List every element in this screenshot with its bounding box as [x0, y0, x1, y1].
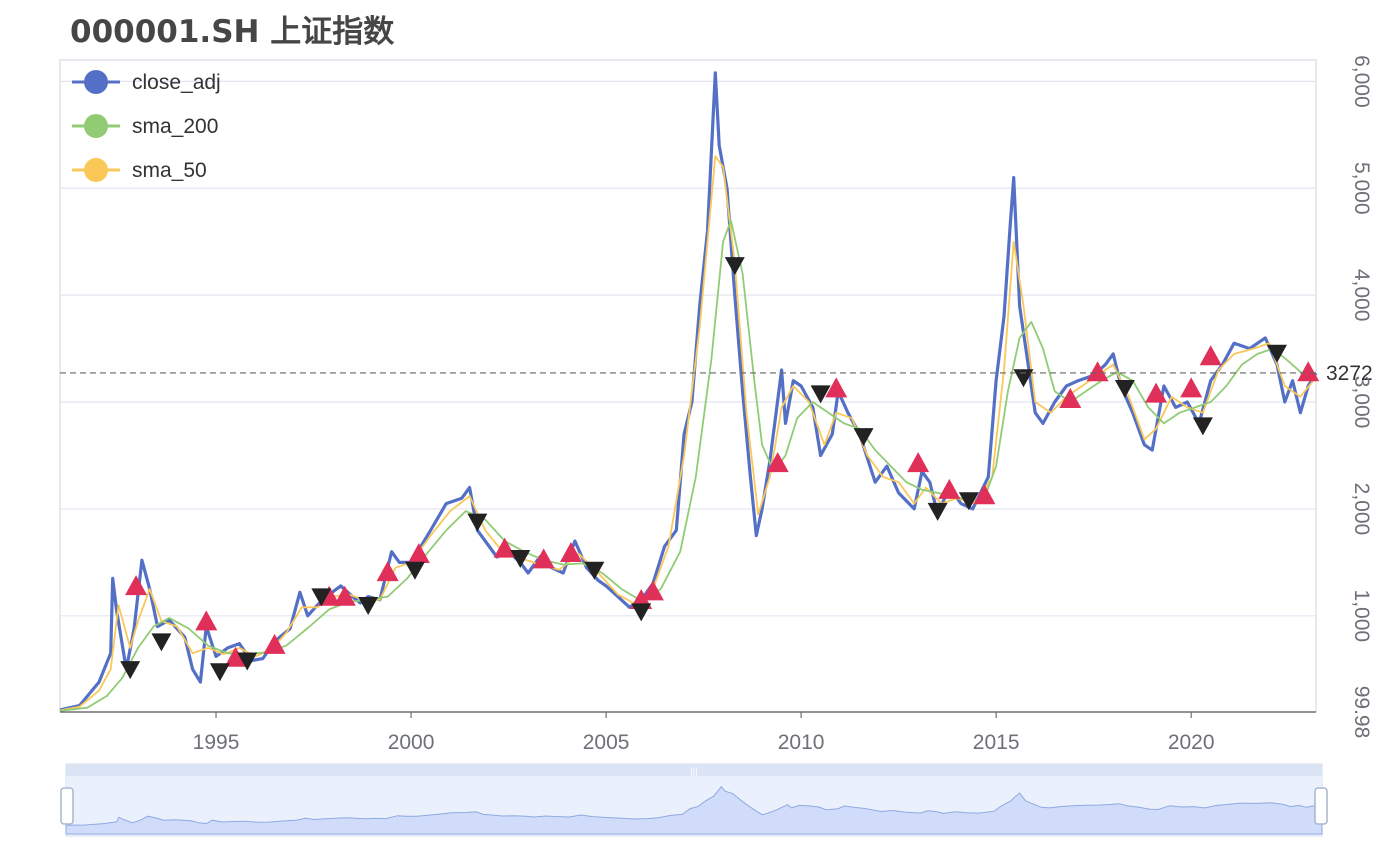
sell-signal-marker [467, 513, 488, 532]
legend-label-sma_50: sma_50 [132, 159, 207, 182]
sell-signal-marker [120, 661, 141, 680]
buy-signal-marker [125, 575, 148, 596]
sell-signal-marker [584, 561, 605, 580]
sell-signal-marker [958, 492, 979, 511]
buy-signal-marker [1145, 382, 1168, 403]
plot-area [59, 59, 1317, 713]
x-tick-label: 2015 [973, 731, 1020, 754]
buy-signal-marker [907, 452, 930, 473]
buy-signal-marker [938, 478, 961, 499]
chart-title: 000001.SH 上证指数 [70, 14, 395, 50]
sell-signal-marker [311, 588, 332, 607]
buy-signal-marker [766, 452, 789, 473]
y-tick-label: 2,000 [1350, 483, 1373, 536]
datazoom-top-bar[interactable] [66, 764, 1322, 776]
y-tick-label: 6,000 [1350, 55, 1373, 108]
legend-item-sma_200[interactable]: sma_200 [72, 114, 218, 138]
x-tick-label: 2000 [388, 731, 435, 754]
sell-signal-marker [724, 257, 745, 276]
datazoom-handle-left[interactable] [60, 787, 74, 825]
y-axis: 99.98 1,000 2,000 3,000 4,000 5,000 6,000 [1350, 55, 1373, 738]
datazoom-drag-grip[interactable]: ||| [690, 766, 697, 776]
x-tick-label: 1995 [193, 731, 240, 754]
y-tick-label: 1,000 [1350, 590, 1373, 643]
datazoom-preview-area [65, 786, 1323, 835]
buy-signal-marker [973, 484, 996, 505]
legend-label-close_adj: close_adj [132, 71, 221, 94]
buy-signal-marker [1059, 388, 1082, 409]
legend: close_adj sma_200 sma_50 [72, 70, 221, 182]
x-tick-label: 2020 [1168, 731, 1215, 754]
buy-signal-marker [532, 548, 555, 569]
buy-signal-marker [493, 537, 516, 558]
sell-signal-marker [510, 549, 531, 568]
series-line-sma_200 [59, 219, 1317, 712]
legend-item-sma_50[interactable]: sma_50 [72, 158, 207, 182]
legend-label-sma_200: sma_200 [132, 115, 218, 138]
sell-signal-marker [1266, 344, 1287, 363]
sell-signal-marker [237, 652, 258, 671]
sell-signal-marker [358, 596, 379, 615]
current-value-label: 3272 [1326, 362, 1373, 385]
buy-signal-marker [376, 561, 399, 582]
sell-signal-marker [209, 663, 230, 682]
grid-lines [60, 80, 1316, 617]
sell-signal-marker [151, 633, 172, 652]
signal-markers [120, 257, 1320, 682]
x-tick-label: 2010 [778, 731, 825, 754]
buy-signal-marker [825, 377, 848, 398]
buy-signal-marker [1297, 361, 1320, 382]
sell-signal-marker [1192, 417, 1213, 436]
buy-signal-marker [1199, 345, 1222, 366]
buy-signal-marker [641, 580, 664, 601]
buy-signal-marker [407, 543, 430, 564]
x-axis: 1995 2000 2005 2010 2015 2020 [60, 711, 1316, 754]
datazoom-slider[interactable]: ||| [60, 763, 1328, 837]
buy-signal-marker [195, 610, 218, 631]
x-tick-label: 2005 [583, 731, 630, 754]
sell-signal-marker [810, 385, 831, 404]
buy-signal-marker [559, 541, 582, 562]
buy-signal-marker [224, 646, 247, 667]
sell-signal-marker [927, 502, 948, 521]
y-tick-label: 99.98 [1350, 686, 1373, 739]
sell-signal-marker [1013, 369, 1034, 388]
y-tick-label: 3,000 [1350, 376, 1373, 429]
legend-item-close_adj[interactable]: close_adj [72, 70, 221, 94]
buy-signal-marker [333, 585, 356, 606]
y-tick-label: 4,000 [1350, 269, 1373, 322]
buy-signal-marker [1086, 361, 1109, 382]
sell-signal-marker [1114, 379, 1135, 398]
buy-signal-marker [263, 633, 286, 654]
sell-signal-marker [631, 603, 652, 622]
datazoom-handle-right[interactable] [1314, 787, 1328, 825]
sell-signal-marker [404, 561, 425, 580]
buy-signal-marker [1180, 377, 1203, 398]
y-tick-label: 5,000 [1350, 162, 1373, 215]
sell-signal-marker [853, 428, 874, 447]
